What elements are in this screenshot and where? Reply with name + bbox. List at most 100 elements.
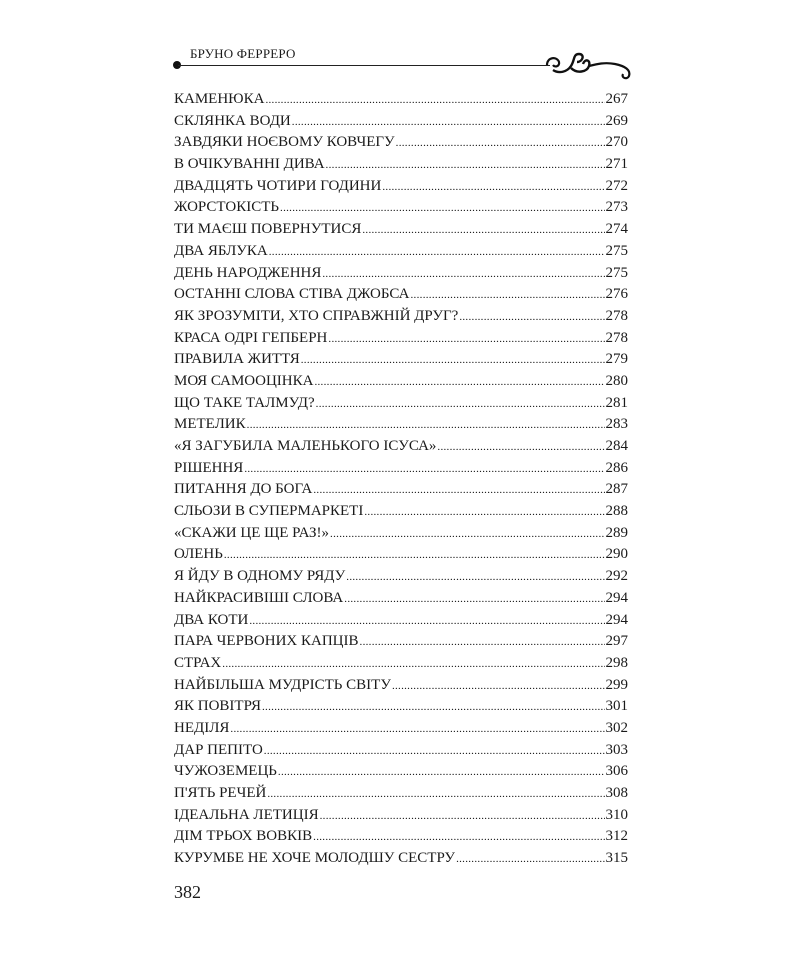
toc-entry-title: НЕДІЛЯ [174,719,230,736]
toc-entry-page: 306 [605,763,629,780]
toc-entry[interactable]: Я ЙДУ В ОДНОМУ РЯДУ 292 [174,566,628,588]
toc-entry[interactable]: МОЯ САМООЦІНКА 280 [174,371,628,393]
toc-entry[interactable]: ДВАДЦЯТЬ ЧОТИРИ ГОДИНИ 272 [174,176,628,198]
toc-entry-page: 281 [605,394,629,411]
toc-entry[interactable]: ОЛЕНЬ 290 [174,544,628,566]
toc-entry[interactable]: ПИТАННЯ ДО БОГА 287 [174,479,628,501]
toc-entry[interactable]: МЕТЕЛИК 283 [174,414,628,436]
toc-entry[interactable]: ЖОРСТОКІСТЬ 273 [174,197,628,219]
toc-entry-title: ПРАВИЛА ЖИТТЯ [174,351,300,368]
toc-entry-page: 270 [605,134,629,151]
dot-leader [364,502,604,524]
toc-entry[interactable]: КАМЕНЮКА 267 [174,89,628,111]
dot-leader [313,827,604,849]
toc-entry-title: ПАРА ЧЕРВОНИХ КАПЦІВ [174,633,359,650]
toc-entry-title: ДВАДЦЯТЬ ЧОТИРИ ГОДИНИ [174,177,382,194]
toc-entry-title: ЗАВДЯКИ НОЄВОМУ КОВЧЕГУ [174,134,395,151]
dot-leader [396,133,605,155]
toc-entry[interactable]: ТИ МАЄШ ПОВЕРНУТИСЯ 274 [174,219,628,241]
toc-entry[interactable]: В ОЧІКУВАННІ ДИВА 271 [174,154,628,176]
dot-leader [314,372,604,394]
toc-entry-page: 288 [605,503,629,520]
dot-leader [322,264,604,286]
toc-entry-page: 289 [605,524,629,541]
toc-entry-page: 271 [605,156,629,173]
toc-entry[interactable]: ЯК ЗРОЗУМІТИ, ХТО СПРАВЖНІЙ ДРУГ? 278 [174,306,628,328]
toc-entry-page: 303 [605,741,629,758]
flourish-ornament-icon [545,52,631,80]
toc-entry[interactable]: ІДЕАЛЬНА ЛЕТИЦІЯ 310 [174,805,628,827]
toc-entry-page: 280 [605,372,629,389]
toc-entry[interactable]: РІШЕННЯ 286 [174,458,628,480]
dot-leader [269,242,605,264]
dot-leader [292,112,605,134]
toc-entry-page: 294 [605,611,629,628]
toc-entry-title: ЖОРСТОКІСТЬ [174,199,280,216]
toc-entry-page: 278 [605,329,629,346]
toc-entry-page: 272 [605,177,629,194]
toc-entry-title: КРАСА ОДРІ ГЕПБЕРН [174,329,328,346]
toc-entry-page: 275 [605,264,629,281]
toc-entry-title: МЕТЕЛИК [174,416,246,433]
dot-leader [230,719,604,741]
toc-entry-title: СКЛЯНКА ВОДИ [174,112,291,129]
toc-entry-title: ЯК ПОВІТРЯ [174,698,261,715]
dot-leader [265,90,604,112]
toc-entry[interactable]: НАЙКРАСИВІШІ СЛОВА 294 [174,588,628,610]
dot-leader [301,350,605,372]
toc-entry[interactable]: ПРАВИЛА ЖИТТЯ 279 [174,349,628,371]
toc-entry-page: 312 [605,828,629,845]
toc-entry[interactable]: ЯК ПОВІТРЯ 301 [174,696,628,718]
dot-leader [313,480,604,502]
toc-entry[interactable]: «СКАЖИ ЦЕ ЩЕ РАЗ!» 289 [174,523,628,545]
toc-entry[interactable]: СЛЬОЗИ В СУПЕРМАРКЕТІ 288 [174,501,628,523]
toc-entry[interactable]: НАЙБІЛЬША МУДРІСТЬ СВІТУ 299 [174,675,628,697]
toc-entry[interactable]: СКЛЯНКА ВОДИ 269 [174,111,628,133]
toc-entry[interactable]: СТРАХ 298 [174,653,628,675]
toc-entry[interactable]: ДЕНЬ НАРОДЖЕННЯ 275 [174,263,628,285]
toc-entry[interactable]: ПАРА ЧЕРВОНИХ КАПЦІВ 297 [174,631,628,653]
dot-leader [328,329,604,351]
toc-entry[interactable]: П'ЯТЬ РЕЧЕЙ 308 [174,783,628,805]
toc-entry[interactable]: ЧУЖОЗЕМЕЦЬ 306 [174,761,628,783]
toc-entry-title: НАЙКРАСИВІШІ СЛОВА [174,589,344,606]
toc-entry-title: В ОЧІКУВАННІ ДИВА [174,156,325,173]
toc-entry-page: 278 [605,307,629,324]
toc-entry[interactable]: ОСТАННІ СЛОВА СТІВА ДЖОБСА 276 [174,284,628,306]
toc-entry-page: 275 [605,242,629,259]
toc-entry-page: 315 [605,850,629,867]
dot-leader [459,307,604,329]
toc-entry-page: 294 [605,589,629,606]
toc-entry-page: 284 [605,438,629,454]
toc-entry[interactable]: НЕДІЛЯ 302 [174,718,628,740]
toc-entry-title: МОЯ САМООЦІНКА [174,372,314,389]
toc-entry-title: Я ЙДУ В ОДНОМУ РЯДУ [174,568,346,585]
dot-leader [320,806,605,828]
toc-entry-title: ЩО ТАКЕ ТАЛМУД? [174,394,315,411]
toc-entry[interactable]: ЩО ТАКЕ ТАЛМУД? 281 [174,393,628,415]
toc-entry-page: 279 [605,351,629,368]
dot-leader [316,394,605,416]
toc-entry[interactable]: «Я ЗАГУБИЛА МАЛЕНЬКОГО ІСУСА» 284 [174,436,628,458]
toc-entry[interactable]: ДВА ЯБЛУКА 275 [174,241,628,263]
toc-entry[interactable]: ДВА КОТИ 294 [174,610,628,632]
toc-entry-page: 276 [605,286,629,303]
dot-leader [437,437,604,459]
dot-leader [326,155,605,177]
toc-entry[interactable]: ДАР ПЕПІТО 303 [174,740,628,762]
toc-entry[interactable]: ЗАВДЯКИ НОЄВОМУ КОВЧЕГУ 270 [174,132,628,154]
header-bullet [173,61,181,69]
toc-entry[interactable]: КУРУМБЕ НЕ ХОЧЕ МОЛОДШУ СЕСТРУ 315 [174,848,628,870]
toc-entry-title: «СКАЖИ ЦЕ ЩЕ РАЗ!» [174,524,330,541]
toc-entry-title: ЧУЖОЗЕМЕЦЬ [174,763,277,780]
toc-entry-title: ДАР ПЕПІТО [174,741,263,758]
dot-leader [456,849,604,871]
dot-leader [346,567,604,589]
dot-leader [247,415,605,437]
toc-entry[interactable]: ДІМ ТРЬОХ ВОВКІВ 312 [174,826,628,848]
toc-entry-page: 301 [605,698,629,715]
toc-entry[interactable]: КРАСА ОДРІ ГЕПБЕРН 278 [174,328,628,350]
toc-entry-page: 267 [605,91,629,107]
toc-entry-title: РІШЕННЯ [174,459,244,476]
